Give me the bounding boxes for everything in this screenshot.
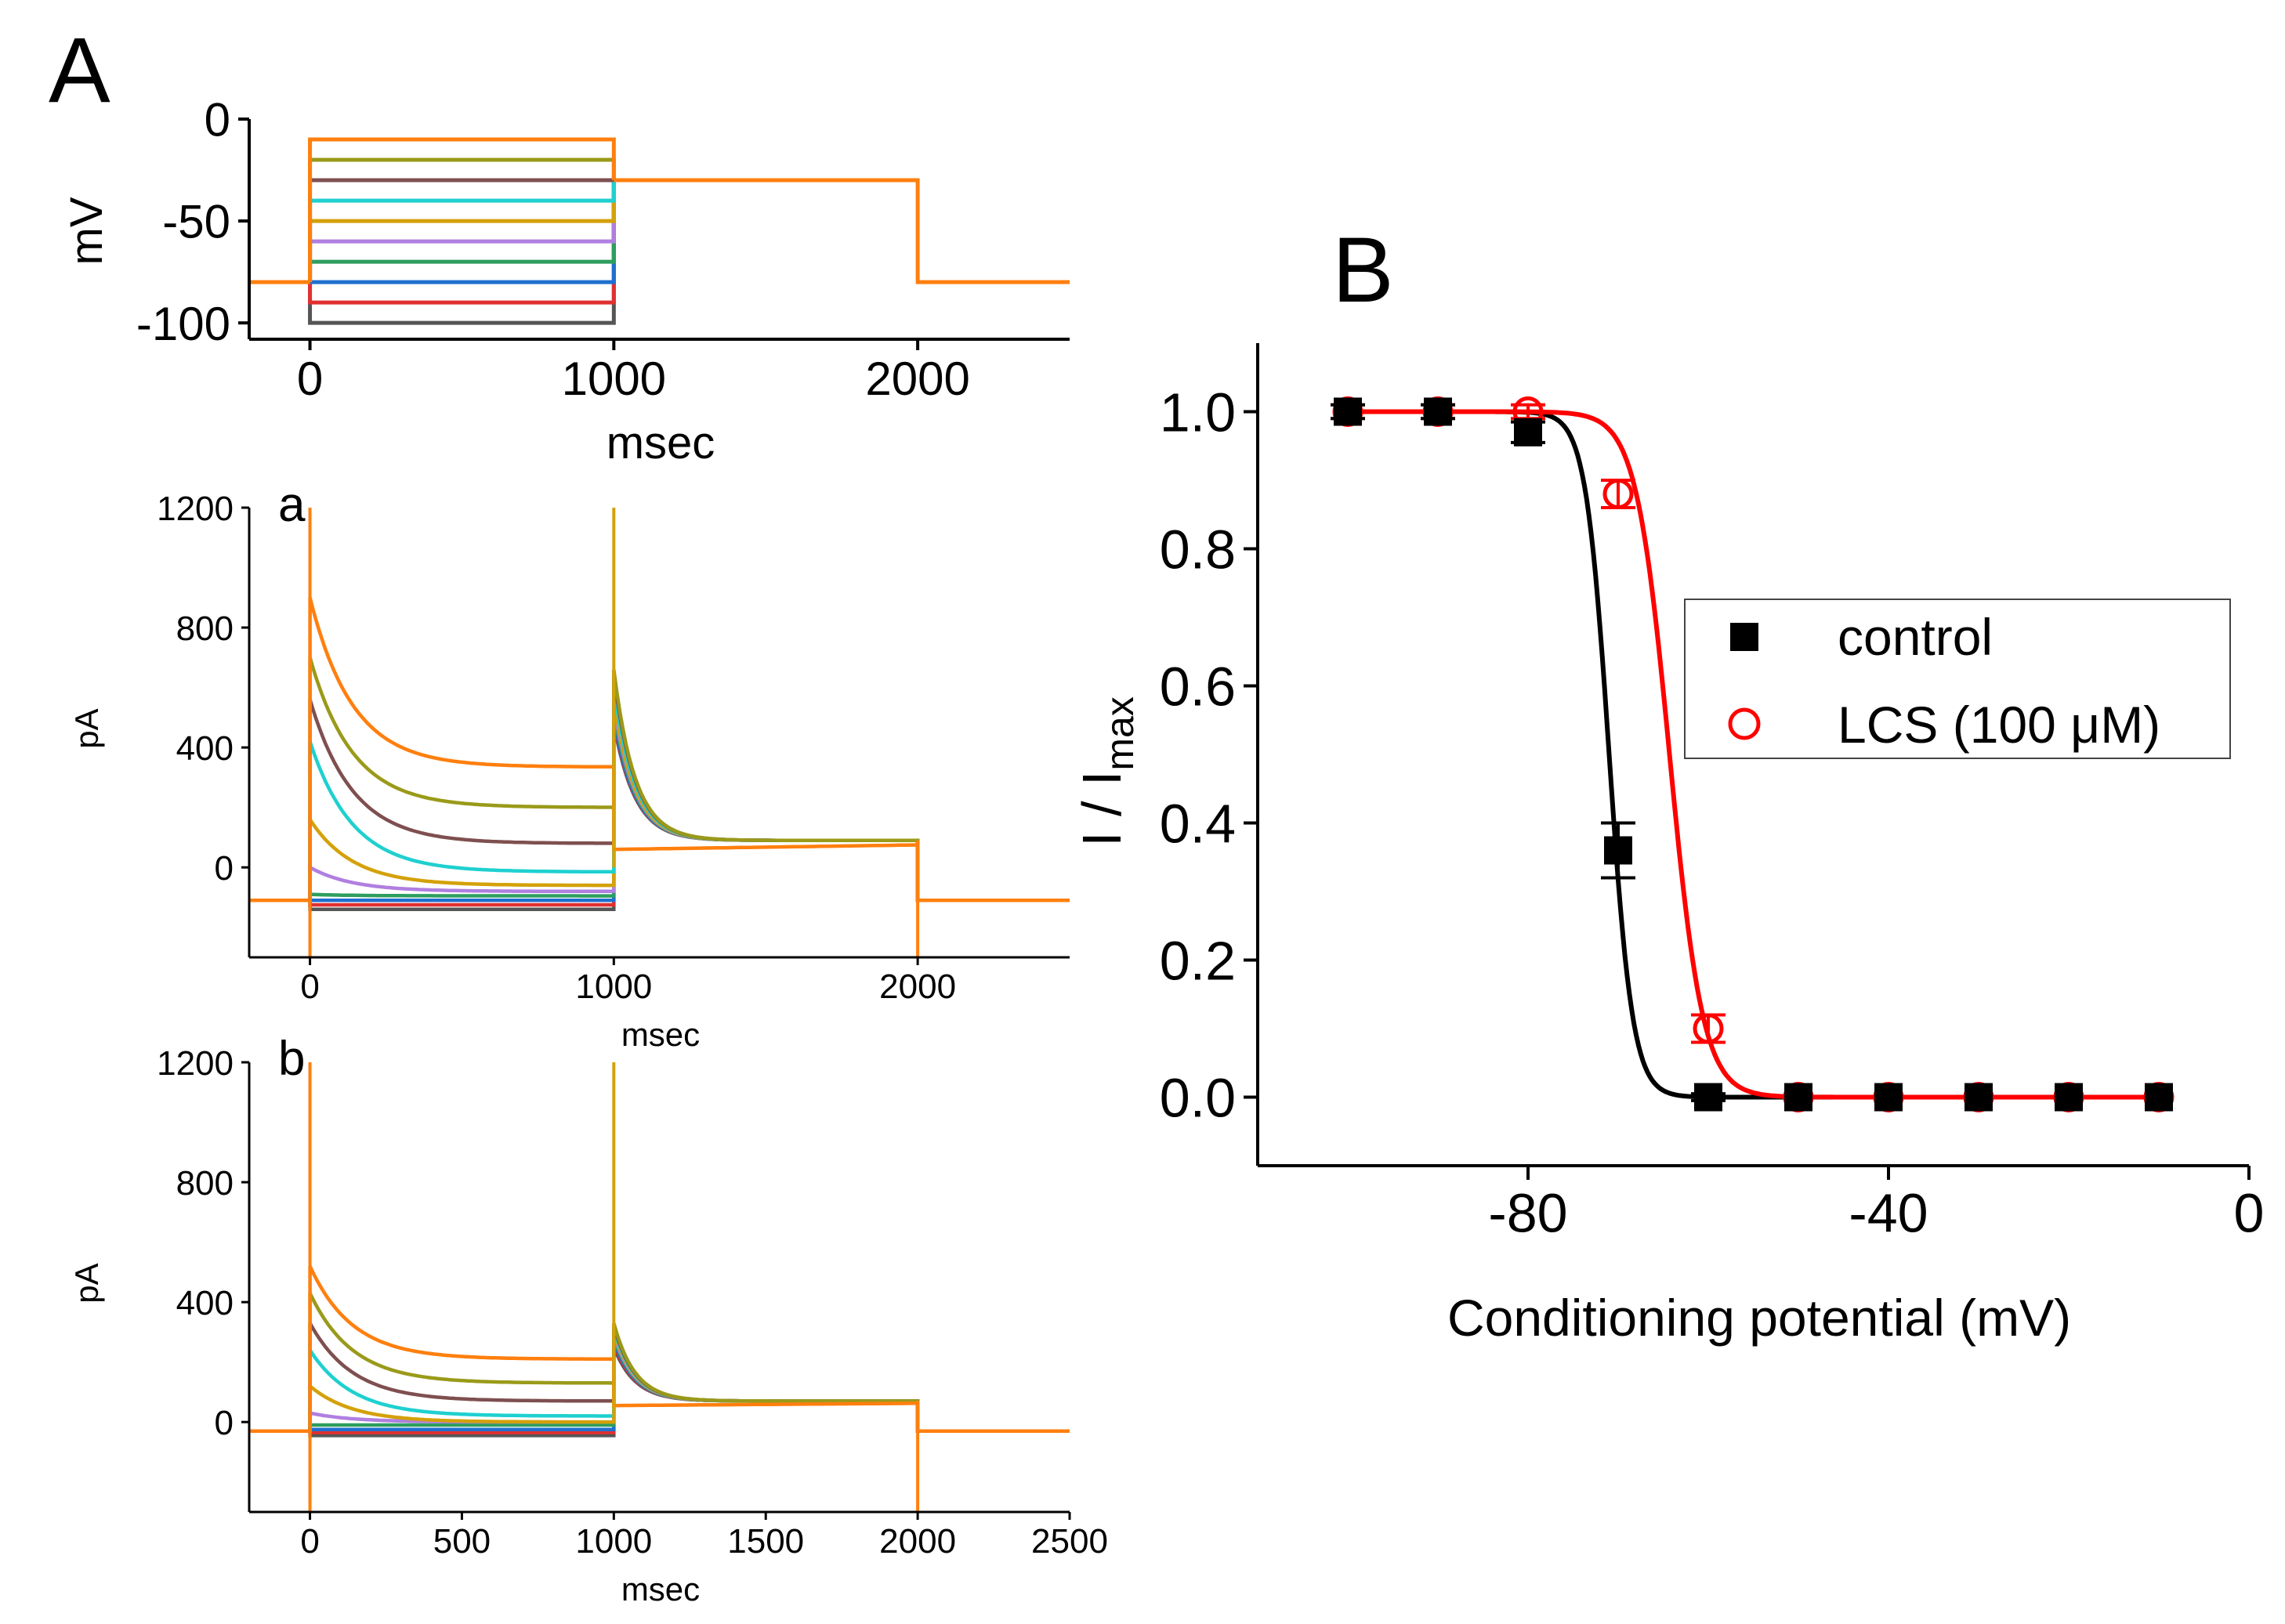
y-tick-label: 0.8	[1160, 519, 1236, 581]
legend-box	[1684, 599, 2231, 759]
trace-gray	[249, 723, 1070, 912]
point-control	[1334, 397, 1362, 426]
point-control	[1784, 1083, 1812, 1112]
x-tick-label: 500	[433, 1522, 491, 1561]
traces-a-xlabel: msec	[621, 1016, 700, 1053]
y-tick-label: 400	[176, 1284, 234, 1322]
fit-curve-1	[1348, 409, 2159, 1100]
panel-b-label: B	[1332, 219, 1394, 322]
point-control	[1424, 397, 1452, 426]
protocol-ylabel: mV	[61, 197, 112, 265]
y-tick-label: 0.0	[1160, 1068, 1236, 1129]
x-tick-label: -80	[1488, 1183, 1567, 1244]
x-tick-label: 0	[2234, 1183, 2265, 1244]
x-tick-label: 2000	[865, 353, 969, 405]
y-tick-label: 400	[176, 729, 234, 768]
protocol-plot-area	[249, 137, 1070, 325]
traces-b-plot-area	[249, 1062, 1070, 1512]
x-tick-label: 1000	[575, 1522, 652, 1561]
legend: control LCS (100 μM)	[1684, 599, 2231, 759]
inactivation-ylabel: I / Imax	[1071, 696, 1142, 847]
trace-brown	[249, 675, 1070, 902]
protocol-step--80	[310, 180, 616, 284]
traces-b-chart: 0 500 1000 1500 2000 2500 0 400 800 1200 b msec p…	[68, 1032, 1108, 1608]
trace-green	[249, 711, 1070, 902]
point-control	[1604, 836, 1632, 865]
traces-a-axes: 0 1000 2000 0 400 800 1200	[157, 490, 1070, 1006]
traces-a-chart: 0 1000 2000 0 400 800 1200 a msec pA	[68, 478, 1070, 1053]
protocol-axes: 0 1000 2000 0 -50 -100	[136, 94, 1070, 405]
point-control	[2145, 1083, 2173, 1112]
x-tick-label: 2000	[879, 1522, 956, 1561]
protocol-test-pulse	[249, 178, 1070, 284]
traces-b-axes: 0 500 1000 1500 2000 2500 0 400 800 1200	[157, 1044, 1108, 1561]
traces-a-ylabel: pA	[68, 708, 105, 748]
trace-olive	[249, 1292, 1070, 1433]
y-tick-label: 0.4	[1160, 794, 1236, 855]
point-lcs	[1693, 1013, 1724, 1044]
legend-label-control: control	[1838, 608, 1993, 666]
traces-a-plot-area	[249, 508, 1070, 957]
y-tick-label: 0	[205, 94, 230, 146]
x-tick-label: 1500	[727, 1522, 804, 1561]
y-tick-label: -50	[162, 196, 230, 248]
protocol-step--60	[308, 180, 616, 283]
y-tick-label: 1200	[157, 1044, 234, 1083]
point-control	[1874, 1083, 1903, 1112]
x-tick-label: 1000	[575, 968, 652, 1006]
y-tick-label: 1200	[157, 490, 234, 528]
inactivation-axes: -80 -40 0 0.0 0.2 0.4 0.6 0.8 1.0	[1160, 343, 2265, 1244]
point-control	[1514, 418, 1542, 447]
trace-cyan	[249, 1328, 1070, 1433]
x-tick-label: 2000	[879, 968, 956, 1006]
protocol-step--30	[308, 178, 614, 283]
point-control	[1694, 1083, 1722, 1112]
x-tick-label: -40	[1849, 1183, 1928, 1244]
trace-blue	[249, 1340, 1070, 1433]
point-control	[2055, 1083, 2083, 1112]
point-lcs	[1602, 479, 1634, 509]
traces-b-ylabel: pA	[68, 1263, 105, 1303]
legend-label-lcs: LCS (100 μM)	[1838, 696, 2160, 754]
inactivation-chart: -80 -40 0 0.0 0.2 0.4 0.6 0.8 1.0 Conditioning p…	[1071, 343, 2264, 1347]
x-tick-label: 0	[297, 353, 323, 405]
panel-a-label: A	[49, 19, 110, 122]
protocol-xlabel: msec	[607, 418, 715, 468]
y-tick-label: 1.0	[1160, 382, 1236, 443]
traces-a-label: a	[278, 478, 306, 532]
protocol-chart: 0 1000 2000 0 -50 -100 msec mV	[61, 94, 1070, 468]
protocol-step--10	[308, 137, 616, 283]
trace-olive	[249, 656, 1070, 902]
trace-orange	[249, 597, 1070, 902]
y-tick-label: 0.6	[1160, 656, 1236, 718]
protocol-step--70	[308, 180, 616, 283]
point-control	[1965, 1083, 1993, 1112]
trace-red	[249, 720, 1070, 907]
inactivation-xlabel: Conditioning potential (mV)	[1447, 1289, 2071, 1347]
y-tick-label: -100	[136, 298, 230, 350]
x-tick-label: 2500	[1031, 1522, 1108, 1561]
y-tick-label: 800	[176, 1164, 234, 1203]
inactivation-ylabel-main: I / I	[1071, 771, 1132, 847]
protocol-step--50	[308, 180, 616, 283]
legend-marker-control	[1730, 623, 1758, 651]
x-tick-label: 0	[300, 968, 319, 1006]
y-tick-label: 0	[215, 1404, 234, 1442]
traces-b-label: b	[278, 1032, 305, 1086]
inactivation-plot-area	[1331, 396, 2175, 1112]
y-tick-label: 800	[176, 609, 234, 648]
legend-marker-lcs	[1728, 707, 1761, 740]
traces-b-xlabel: msec	[621, 1571, 700, 1608]
y-tick-label: 0	[215, 849, 234, 888]
y-tick-label: 0.2	[1160, 931, 1236, 992]
protocol-step--40	[308, 180, 616, 283]
x-tick-label: 1000	[562, 353, 666, 405]
trace-orange	[249, 1265, 1070, 1433]
inactivation-ylabel-sub: max	[1098, 696, 1142, 770]
x-tick-label: 0	[300, 1522, 319, 1561]
